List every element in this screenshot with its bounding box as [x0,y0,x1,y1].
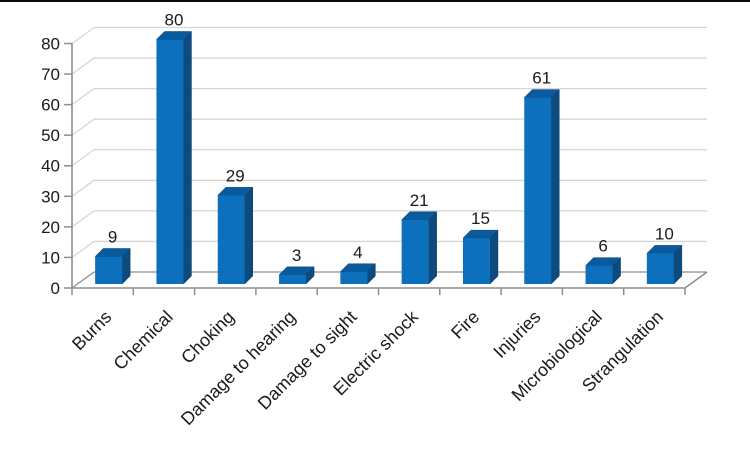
category-label: Burns [68,307,115,354]
y-axis-tick-label: 20 [41,218,60,237]
y-axis-tick-label: 10 [41,248,60,267]
bar-side-face [183,30,192,285]
y-axis-tick-label: 0 [51,279,60,298]
bar-front-face [156,39,184,284]
floor-right-edge [684,271,708,289]
bar-value-label: 29 [226,166,245,185]
gridline-connector [71,149,95,167]
y-axis-tick-label: 70 [41,65,60,84]
bar-front-face [524,97,552,284]
bar-value-label: 21 [410,191,429,210]
bar-side-face [244,186,253,285]
y-axis-tick-label: 30 [41,187,60,206]
gridline-connector [71,57,95,75]
category-label: Chemical [110,307,177,374]
bar-side-face [489,229,499,285]
category-label: Damage to hearing [177,307,299,429]
bar-value-label: 9 [108,227,117,246]
gridline-connector [71,271,95,289]
y-axis-tick-label: 60 [41,96,60,115]
bar-front-face [646,253,674,284]
bar-value-label: 10 [655,224,674,243]
bar-front-face [401,219,429,284]
bar-value-label: 3 [292,246,301,265]
bar-value-label: 80 [164,10,183,29]
y-axis-tick-label: 80 [41,34,60,53]
gridline-connector [71,26,95,45]
gridline-connector [71,179,95,197]
category-label: Choking [177,307,238,368]
bar-front-face [95,256,123,284]
bar-front-face [340,271,368,284]
bar-value-label: 4 [353,243,362,262]
category-label: Injuries [489,307,544,362]
bar-front-face [585,265,613,284]
bar-front-face [462,238,490,284]
bar-front-face [279,274,307,284]
bar-value-label: 6 [598,237,607,256]
bar-front-face [217,195,245,284]
gridline-connector [71,118,95,136]
top-border-line [0,0,750,2]
category-label: Fire [447,307,483,343]
gridline-connector [71,210,95,228]
bar-value-label: 15 [471,209,490,228]
gridline-connector [71,88,95,106]
bar-side-face [428,211,437,285]
gridline-connector [71,240,95,258]
y-axis-tick-label: 40 [41,157,60,176]
y-axis-tick-label: 50 [41,126,60,145]
bar-side-face [551,88,560,285]
bar-top-face [94,248,131,257]
bar-value-label: 61 [532,69,551,88]
